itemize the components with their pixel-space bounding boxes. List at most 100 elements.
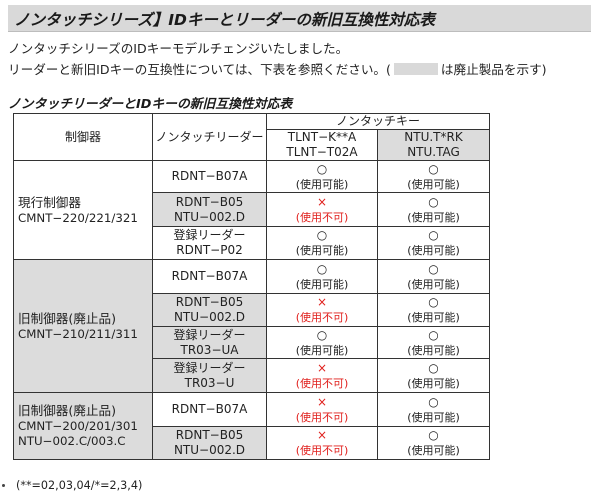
- compat-cell-ok: ○ (使用可能): [377, 358, 490, 393]
- ok-mark: ○: [316, 161, 328, 176]
- compat-cell-ok: ○ (使用可能): [266, 160, 378, 193]
- ok-mark: ○: [428, 228, 439, 242]
- reader-line2: NTU−002.D: [173, 310, 246, 324]
- controller-model-2: NTU−002.C/003.C: [18, 434, 126, 448]
- ok-note: (使用可能): [295, 177, 349, 191]
- header-key-group-label: ノンタッチキー: [335, 114, 420, 129]
- ng-note: (使用不可): [295, 311, 349, 324]
- edge-dot: [2, 484, 5, 487]
- controller-name: 旧制御器(廃止品): [18, 310, 116, 326]
- controller-old-1: 旧制御器(廃止品) CMNT−210/211/311: [13, 259, 153, 393]
- ok-note: (使用可能): [407, 311, 460, 324]
- reader-line1: RDNT−B07A: [171, 402, 248, 416]
- discontinued-swatch: [393, 63, 438, 75]
- reader-cell: RDNT−B07A: [152, 160, 267, 193]
- ok-mark: ○: [428, 194, 439, 209]
- ng-note: (使用不可): [295, 410, 349, 424]
- key2-line1: NTU.T*RK: [404, 130, 463, 145]
- ok-mark: ○: [316, 327, 328, 342]
- ng-mark: ×: [316, 295, 328, 309]
- reader-line1: 登録リーダー: [173, 327, 246, 342]
- controller-name: 旧制御器(廃止品): [18, 403, 116, 418]
- ok-mark: ○: [428, 428, 439, 442]
- ok-mark: ○: [428, 360, 439, 375]
- compat-cell-ok: ○ (使用可能): [377, 293, 490, 327]
- page-title: ノンタッチシリーズ】IDキーとリーダーの新旧互換性対応表: [14, 11, 435, 29]
- header-controller: 制御器: [13, 113, 153, 161]
- reader-line1: RDNT−B07A: [171, 269, 248, 283]
- ok-note: (使用可能): [295, 343, 349, 357]
- ok-note: (使用可能): [295, 244, 349, 257]
- title-bar: ノンタッチシリーズ】IDキーとリーダーの新旧互換性対応表: [8, 5, 591, 32]
- reader-line1: 登録リーダー: [173, 228, 246, 242]
- controller-model: CMNT−210/211/311: [18, 326, 138, 341]
- compat-cell-ng: × (使用不可): [266, 358, 378, 393]
- reader-line2: RDNT−P02: [176, 243, 243, 257]
- reader-line1: RDNT−B05: [175, 295, 244, 309]
- key2-line2: NTU.TAG: [407, 145, 460, 159]
- controller-model: CMNT−200/201/301: [18, 419, 138, 433]
- compat-cell-ok: ○ (使用可能): [266, 326, 378, 359]
- ng-mark: ×: [316, 360, 328, 375]
- compat-cell-ok: ○ (使用可能): [377, 426, 490, 460]
- reader-cell: 登録リーダー RDNT−P02: [152, 226, 267, 260]
- reader-cell: RDNT−B05 NTU−002.D: [152, 192, 267, 227]
- controller-current: 現行制御器 CMNT−220/221/321: [13, 160, 153, 260]
- compat-cell-ng: × (使用不可): [266, 426, 378, 460]
- compat-cell-ok: ○ (使用可能): [377, 160, 490, 193]
- ok-note: (使用可能): [407, 177, 460, 191]
- ng-note: (使用不可): [295, 376, 349, 390]
- reader-line2: TR03−UA: [180, 342, 239, 357]
- ng-note: (使用不可): [295, 444, 349, 457]
- compat-cell-ok: ○ (使用可能): [266, 259, 378, 294]
- header-controller-label: 制御器: [64, 129, 101, 144]
- compat-cell-ok: ○ (使用可能): [377, 259, 490, 294]
- compat-cell-ok: ○ (使用可能): [377, 226, 490, 260]
- intro-line-2-legend: は廃止製品を示す): [440, 62, 547, 77]
- ok-mark: ○: [428, 295, 439, 309]
- controller-name: 現行制御器: [18, 194, 81, 210]
- controller-old-2: 旧制御器(廃止品) CMNT−200/201/301 NTU−002.C/003.C: [13, 392, 153, 460]
- header-key-group: ノンタッチキー: [266, 113, 490, 130]
- footnote: (**=02,03,04/*=2,3,4): [16, 479, 143, 492]
- reader-cell: RDNT−B07A: [152, 259, 267, 294]
- ok-mark: ○: [428, 261, 439, 276]
- controller-model: CMNT−220/221/321: [18, 210, 138, 225]
- ng-mark: ×: [316, 194, 328, 209]
- reader-line1: RDNT−B05: [175, 194, 244, 209]
- ok-mark: ○: [428, 327, 439, 342]
- reader-line2: NTU−002.D: [173, 209, 246, 224]
- reader-cell: 登録リーダー TR03−UA: [152, 326, 267, 359]
- reader-cell: RDNT−B07A: [152, 392, 267, 427]
- ok-note: (使用可能): [407, 410, 460, 424]
- reader-line2: TR03−U: [184, 375, 235, 390]
- intro-line-2: リーダーと新旧IDキーの互換性については、下表を参照ください。( は廃止製品を示す…: [8, 59, 547, 78]
- key1-line2: TLNT−T02A: [286, 145, 358, 159]
- ng-mark: ×: [316, 428, 328, 442]
- compat-cell-ok: ○ (使用可能): [377, 192, 490, 227]
- compat-cell-ng: × (使用不可): [266, 192, 378, 227]
- header-key-2: NTU.T*RK NTU.TAG: [377, 129, 490, 161]
- key1-line1: TLNT−K**A: [287, 130, 357, 145]
- header-key-1: TLNT−K**A TLNT−T02A: [266, 129, 378, 161]
- compat-cell-ng: × (使用不可): [266, 293, 378, 327]
- ok-mark: ○: [428, 161, 439, 176]
- header-reader-label: ノンタッチリーダー: [155, 129, 264, 144]
- ng-note: (使用不可): [295, 210, 349, 224]
- intro-line-2-text: リーダーと新旧IDキーの互換性については、下表を参照ください。(: [8, 62, 391, 77]
- compatibility-table: 制御器 ノンタッチリーダー ノンタッチキー TLNT−K**A TLNT−T02A…: [13, 113, 490, 460]
- ok-note: (使用可能): [407, 277, 460, 291]
- ok-note: (使用可能): [295, 277, 349, 291]
- ok-note: (使用可能): [407, 244, 460, 257]
- header-reader: ノンタッチリーダー: [152, 113, 267, 161]
- compat-cell-ok: ○ (使用可能): [377, 392, 490, 427]
- reader-line2: NTU−002.D: [173, 443, 246, 457]
- table-title: ノンタッチリーダーとIDキーの新旧互換性対応表: [8, 97, 293, 112]
- reader-line1: RDNT−B05: [175, 428, 244, 442]
- ok-note: (使用可能): [407, 376, 460, 390]
- reader-cell: 登録リーダー TR03−U: [152, 358, 267, 393]
- reader-line1: RDNT−B07A: [171, 169, 248, 183]
- ok-mark: ○: [428, 394, 439, 409]
- compat-cell-ok: ○ (使用可能): [377, 326, 490, 359]
- ok-note: (使用可能): [407, 343, 460, 357]
